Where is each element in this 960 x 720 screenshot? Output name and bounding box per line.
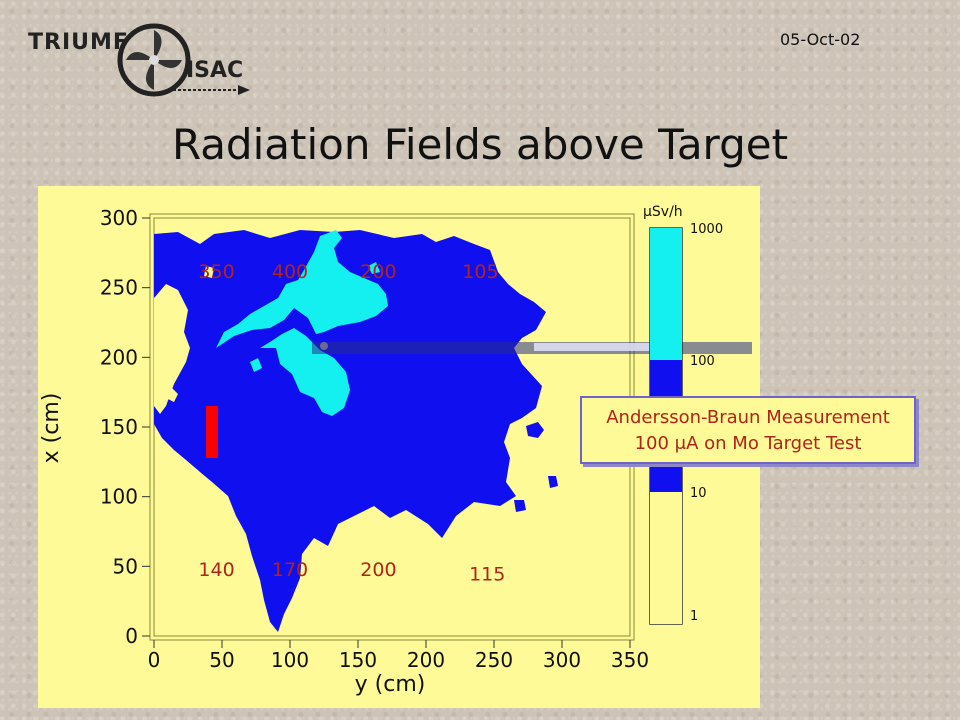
x-tick-label: 100 — [271, 648, 309, 672]
y-tick-label: 50 — [113, 554, 138, 578]
annotation-label: 170 — [272, 559, 308, 581]
x-tick-label: 200 — [407, 648, 445, 672]
logo-text-isac: ISAC — [186, 58, 244, 83]
colorbar-tick-label: 1 — [690, 609, 698, 624]
slide-date: 05-Oct-02 — [780, 30, 861, 49]
probe-marker — [206, 406, 218, 458]
callout-line-1: Andersson-Braun Measurement — [606, 407, 890, 428]
triumf-isac-logo: TRIUMF ISAC — [18, 18, 258, 100]
y-tick-label: 250 — [100, 276, 138, 300]
y-tick-label: 100 — [100, 485, 138, 509]
x-tick-label: 250 — [475, 648, 513, 672]
y-tick-label: 0 — [125, 624, 138, 648]
annotation-label: 350 — [198, 261, 234, 283]
callout-line-2: 100 μA on Mo Target Test — [634, 433, 862, 454]
beamline-highlight — [534, 343, 664, 351]
annotation-label: 400 — [272, 261, 308, 283]
colorbar-cell — [650, 492, 682, 624]
beamline-band — [312, 342, 752, 354]
colorbar-cell — [650, 228, 682, 360]
y-axis-ticks: 0 50 100 150 200 250 300 — [100, 206, 150, 648]
colorbar-tick-label: 1000 — [690, 222, 723, 237]
x-axis-ticks: 0 50 100 150 200 250 300 350 — [148, 640, 649, 672]
slide-title: Radiation Fields above Target — [171, 120, 789, 169]
cyclotron-logo-icon — [117, 23, 191, 97]
annotation-label: 115 — [469, 563, 505, 585]
x-tick-label: 150 — [339, 648, 377, 672]
beamline-arrow-icon — [168, 85, 250, 95]
measurement-callout: Andersson-Braun Measurement 100 μA on Mo… — [580, 396, 916, 464]
y-tick-label: 200 — [100, 345, 138, 369]
y-tick-label: 150 — [100, 415, 138, 439]
colorbar-tick-label: 100 — [690, 354, 715, 369]
field-region-high — [216, 230, 388, 416]
logo-text-triumf: TRIUMF — [28, 30, 129, 55]
annotation-label: 140 — [198, 559, 234, 581]
field-region-low-holes — [154, 266, 214, 414]
colorbar-unit-label: μSv/h — [643, 204, 683, 220]
x-tick-label: 50 — [209, 648, 234, 672]
colorbar-tick-label: 10 — [690, 486, 707, 501]
annotation-label: 105 — [462, 261, 498, 283]
x-tick-label: 300 — [543, 648, 581, 672]
y-axis-label: x (cm) — [39, 393, 64, 464]
annotation-label: 200 — [360, 261, 396, 283]
annotation-label: 200 — [360, 559, 396, 581]
x-tick-label: 0 — [148, 648, 161, 672]
measurement-annotations: 350 400 200 105 140 170 200 115 — [198, 261, 505, 585]
x-tick-label: 350 — [611, 648, 649, 672]
field-region-low — [154, 230, 558, 632]
target-spot — [320, 342, 328, 350]
x-axis-label: y (cm) — [355, 672, 426, 697]
y-tick-label: 300 — [100, 206, 138, 230]
